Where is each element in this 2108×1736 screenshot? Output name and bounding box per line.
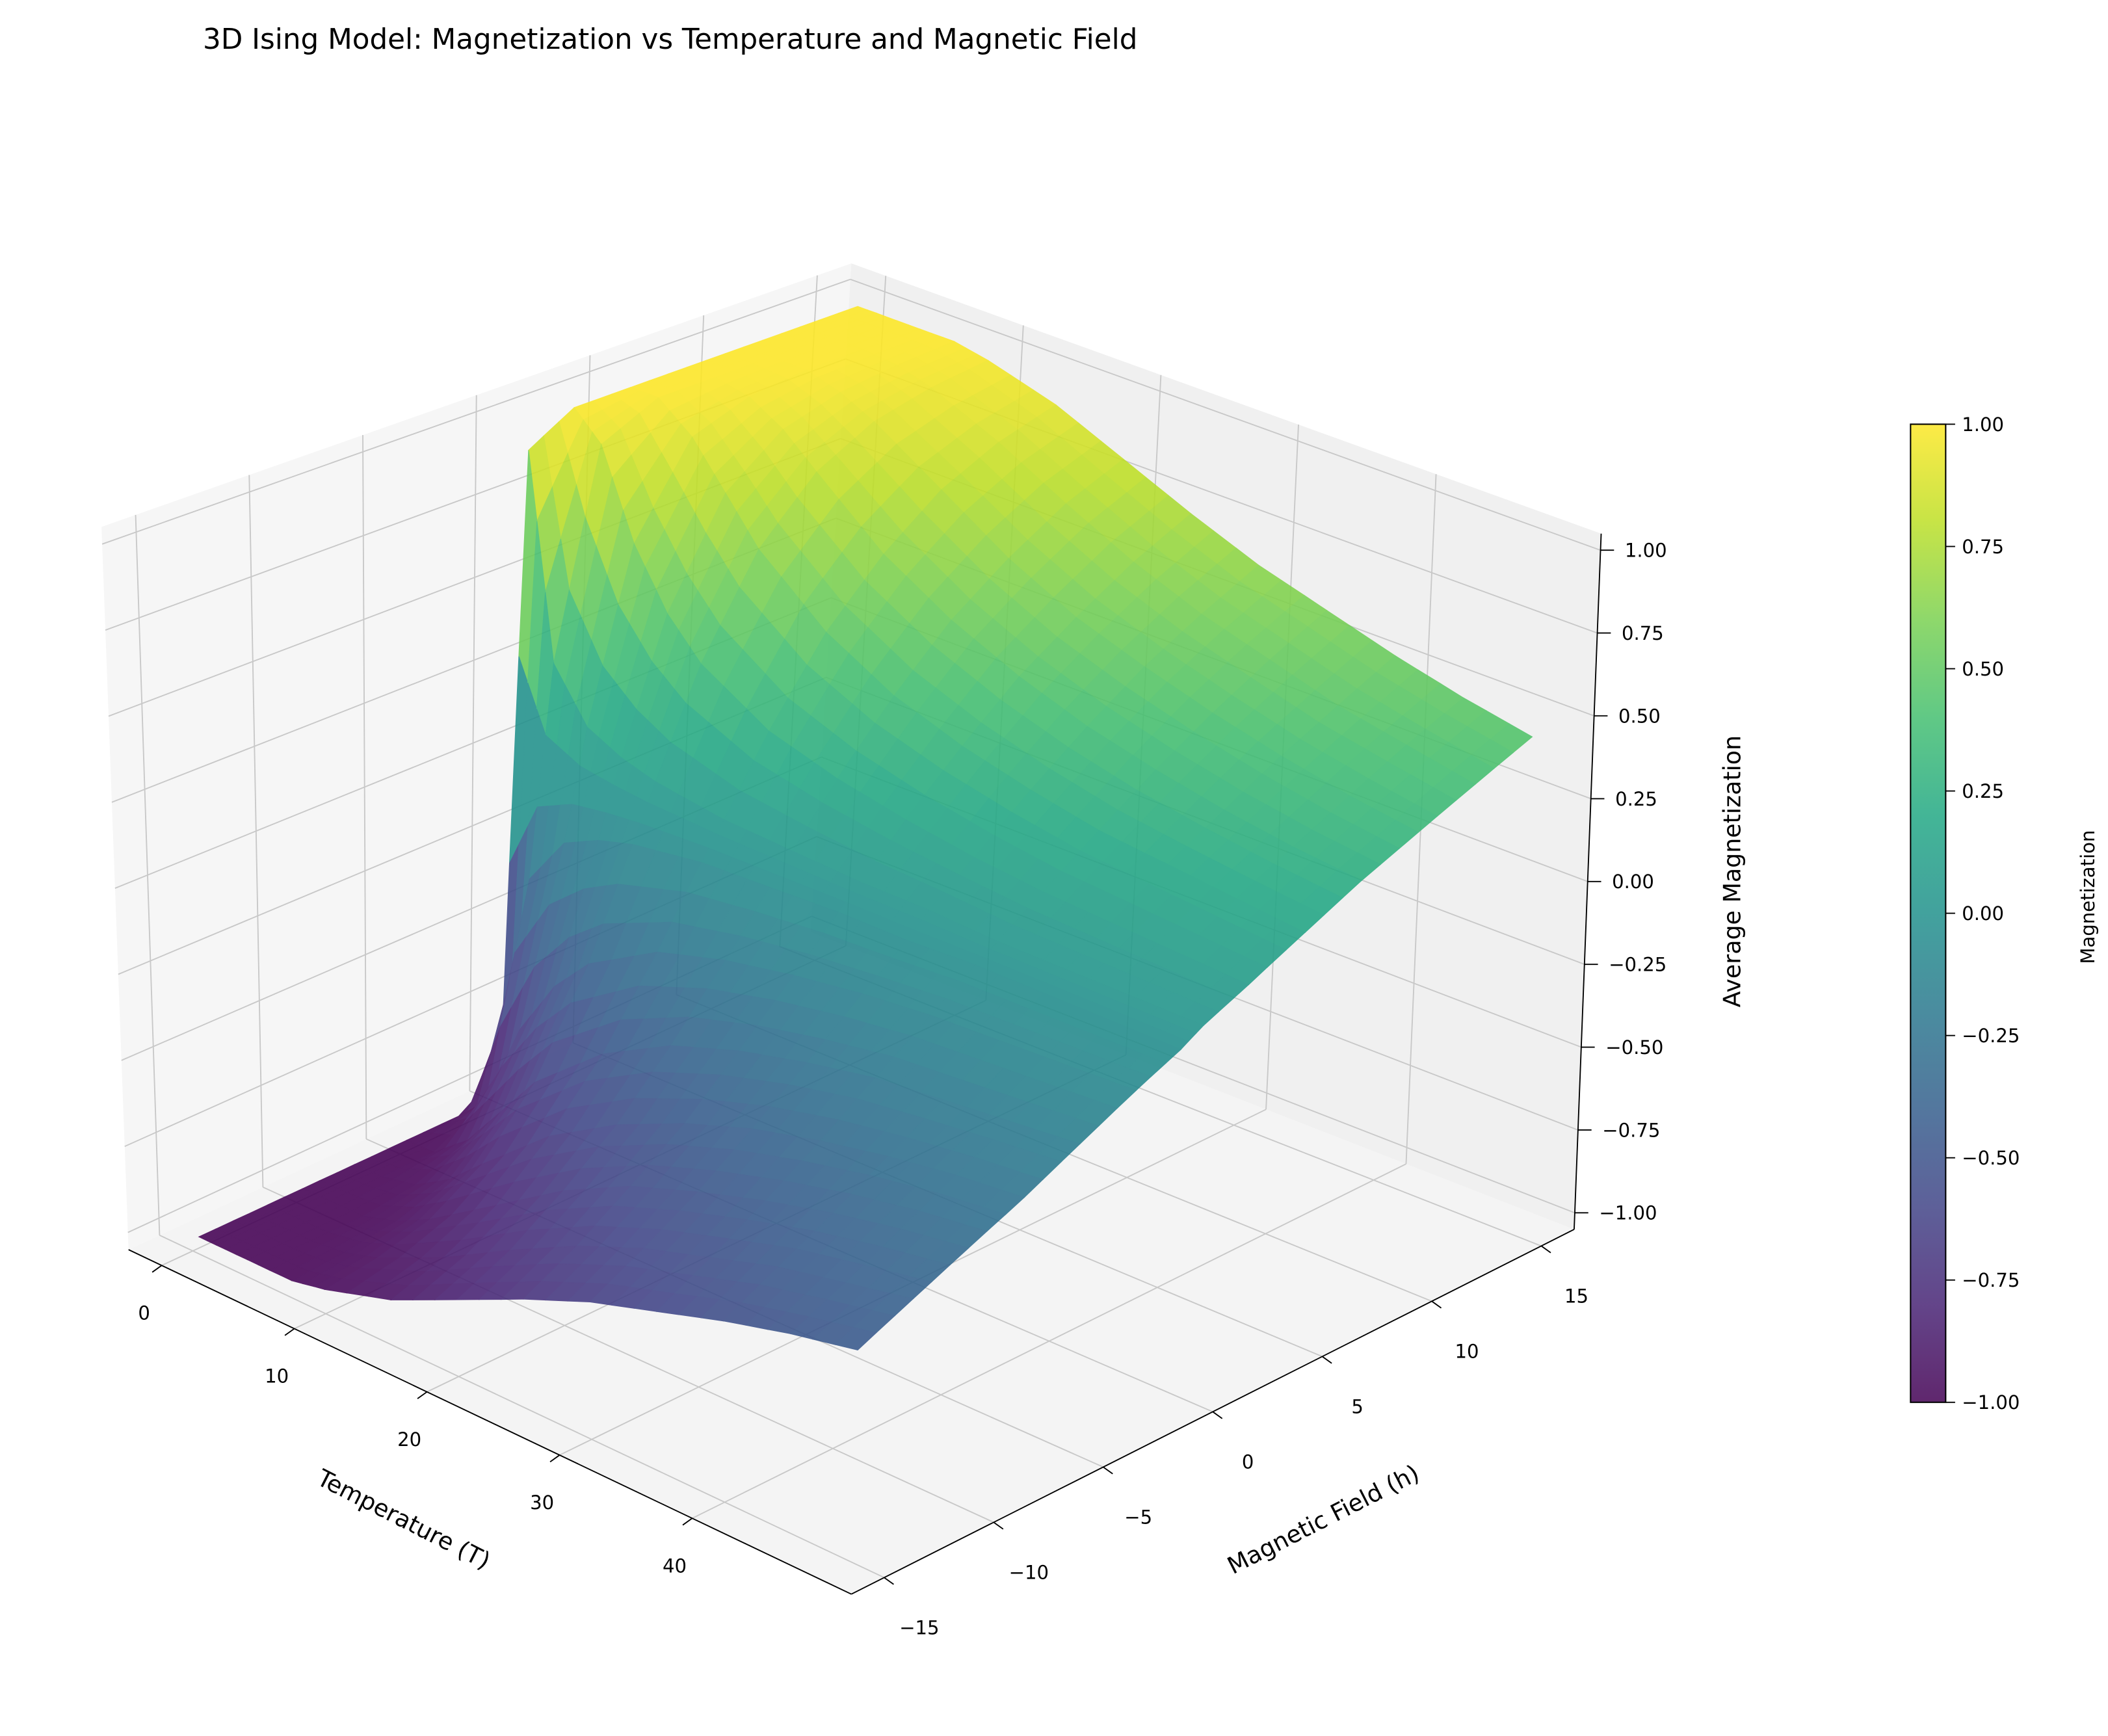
y-tick-label: −10 [1009, 1562, 1049, 1584]
colorbar-fill [1910, 424, 1946, 1402]
y-tick-mark [1431, 1300, 1442, 1309]
y-tick-mark [1103, 1466, 1113, 1475]
y-tick-mark [1212, 1411, 1223, 1419]
y-tick-label: −5 [1124, 1506, 1152, 1529]
z-tick-label: −0.25 [1609, 954, 1667, 976]
colorbar-label: Magnetization [2077, 830, 2099, 964]
y-tick-label: 15 [1564, 1285, 1588, 1308]
z-tick-label: −1.00 [1599, 1202, 1657, 1224]
z-tick-label: 0.25 [1615, 788, 1657, 810]
colorbar-tick-label: 1.00 [1962, 414, 2004, 436]
x-tick-mark [549, 1454, 560, 1463]
y-tick-label: 0 [1242, 1451, 1254, 1473]
y-tick-mark [884, 1577, 894, 1585]
x-tick-label: 20 [397, 1428, 421, 1451]
colorbar-tick-label: 0.75 [1962, 536, 2004, 558]
surface-cell [834, 1327, 877, 1351]
y-tick-label: 10 [1455, 1341, 1479, 1363]
colorbar-tick-label: 0.50 [1962, 658, 2004, 680]
colorbar: −1.00 −0.75 −0.50 −0.25 0.00 0.25 0.50 0.75 1.00… [1910, 414, 2099, 1414]
y-tick-label: 5 [1351, 1396, 1364, 1418]
gridline-y [159, 1234, 885, 1579]
y-tick-mark [1540, 1245, 1551, 1254]
colorbar-tick-label: −0.25 [1962, 1025, 2020, 1047]
x-tick-label: 0 [138, 1302, 150, 1324]
z-tick-label: 0.00 [1612, 871, 1654, 893]
tick-labels: 0 10 20 30 40 −15 −10 −5 0 5 10 15 −1.00 −0.75 −0.50 −0… [138, 540, 1667, 1639]
x-tick-label: 10 [265, 1365, 289, 1387]
y-axis-label: Magnetic Field (h) [1223, 1459, 1424, 1580]
y-tick-mark [993, 1521, 1004, 1530]
colorbar-tick-label: −0.75 [1962, 1269, 2020, 1291]
y-tick-mark [1322, 1356, 1332, 1364]
gridline-z [850, 278, 1601, 551]
colorbar-tick-label: 0.25 [1962, 780, 2004, 802]
x-axis-label: Temperature (T) [312, 1464, 495, 1575]
surface-plot [198, 306, 1533, 1351]
z-tick-label: 1.00 [1625, 540, 1667, 562]
x-tick-mark [682, 1518, 693, 1526]
z-tick-label: 0.50 [1618, 705, 1661, 727]
z-tick-label: −0.75 [1602, 1119, 1660, 1141]
colorbar-ticks: −1.00 −0.75 −0.50 −0.25 0.00 0.25 0.50 0.75 1.00 [1945, 414, 2020, 1414]
x-tick-mark [284, 1328, 295, 1336]
y-tick-label: −15 [899, 1617, 939, 1639]
z-axis-label: Average Magnetization [1719, 735, 1746, 1007]
z-tick-label: −0.50 [1605, 1036, 1663, 1059]
z-tick-label: 0.75 [1622, 622, 1664, 644]
colorbar-tick-label: 0.00 [1962, 902, 2004, 925]
x-tick-label: 40 [663, 1555, 687, 1577]
gridline-z [101, 278, 851, 545]
x-axis-line [128, 1249, 852, 1595]
colorbar-tick-label: −0.50 [1962, 1147, 2020, 1169]
chart-title: 3D Ising Model: Magnetization vs Tempera… [203, 23, 1137, 56]
x-tick-mark [417, 1391, 428, 1399]
colorbar-tick-label: −1.00 [1962, 1391, 2020, 1414]
x-tick-mark [152, 1265, 163, 1273]
x-tick-label: 30 [530, 1492, 554, 1514]
